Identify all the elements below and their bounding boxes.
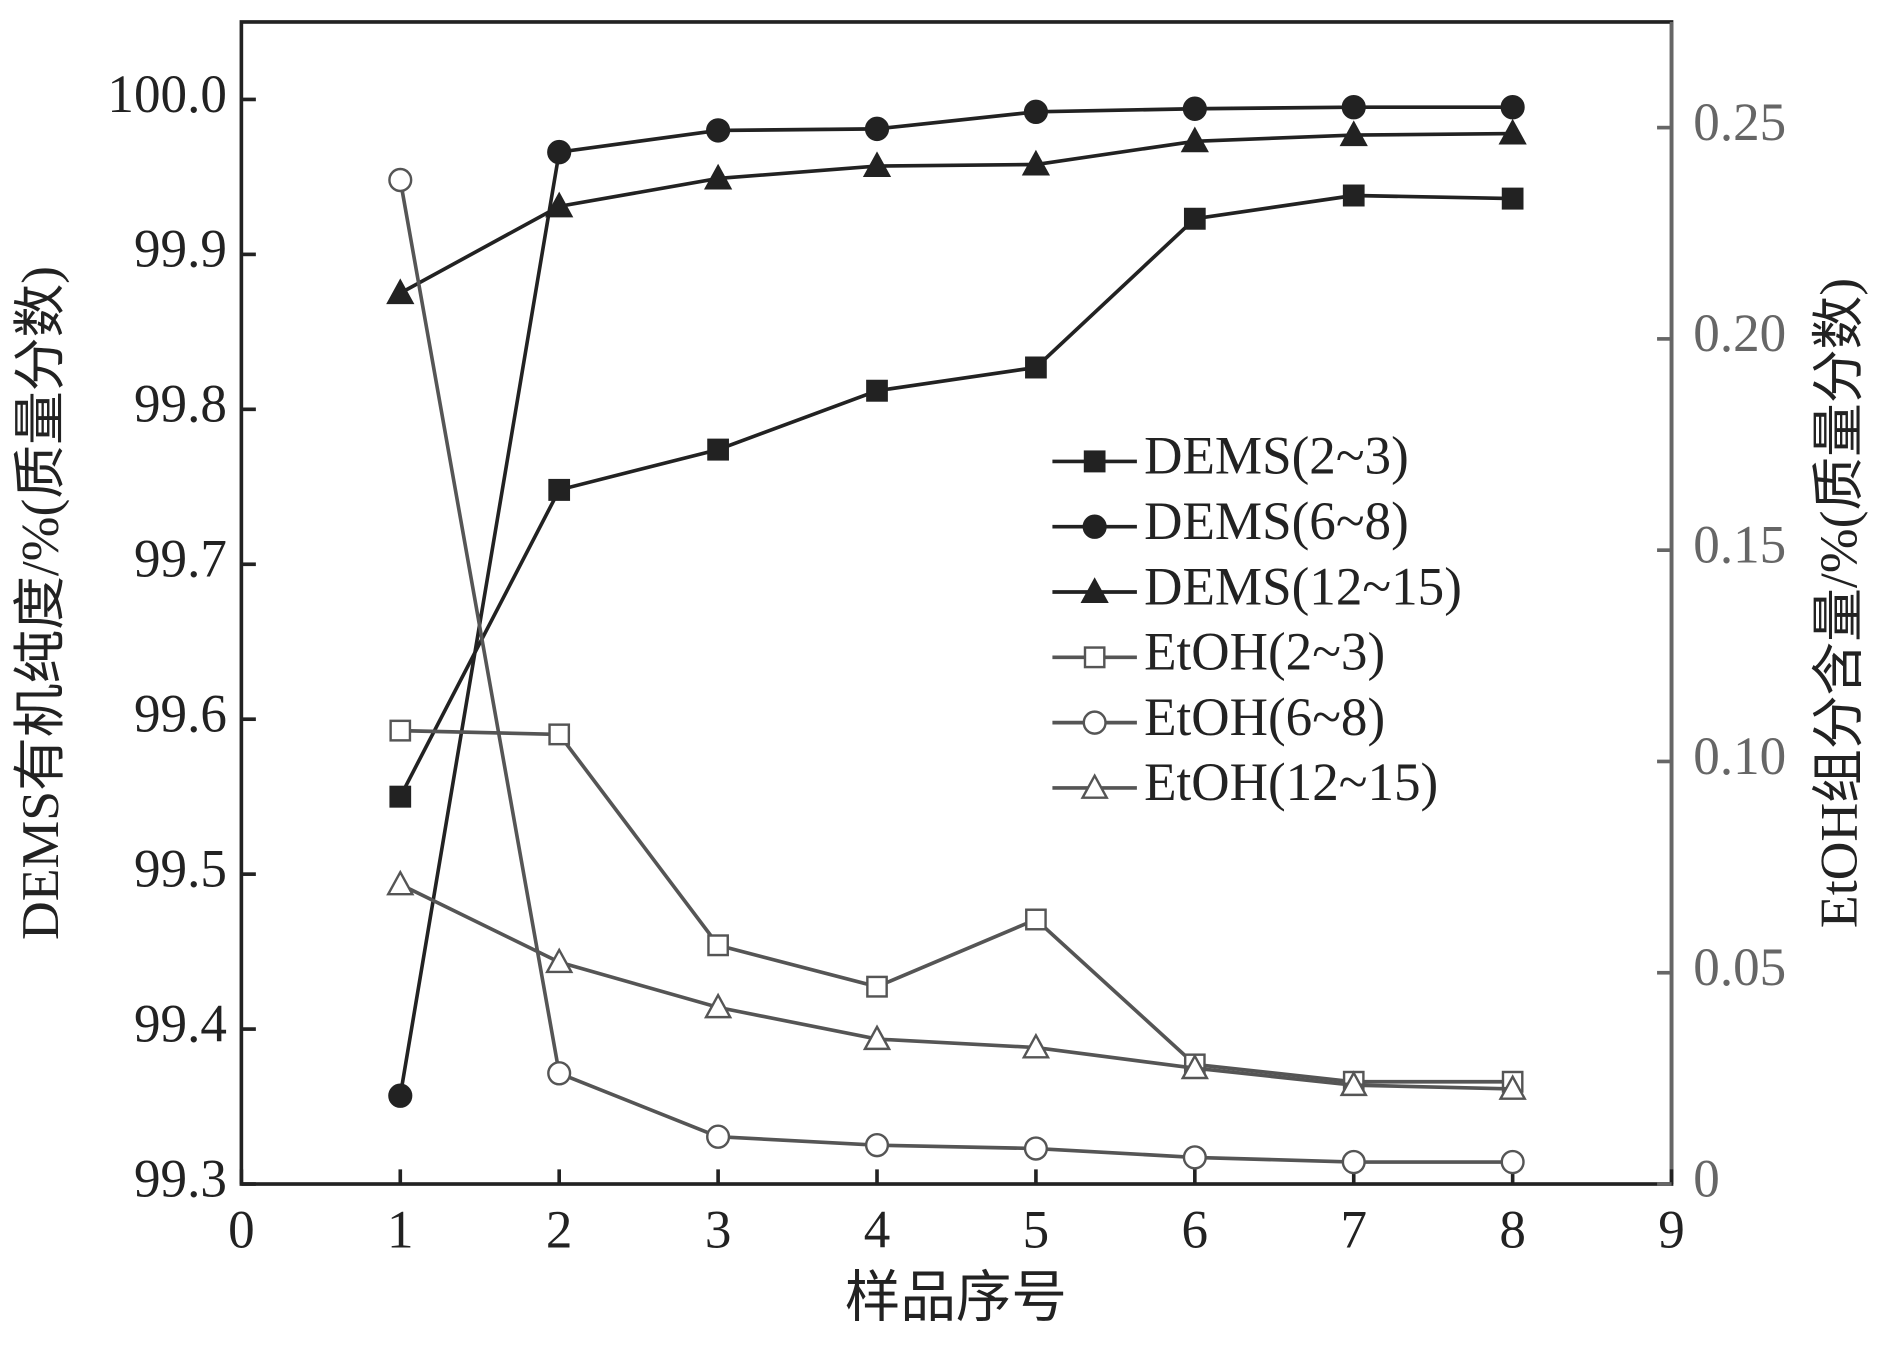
y-tick-label: 99.9	[134, 218, 227, 278]
marker	[1498, 118, 1527, 145]
y2-tick-label: 0.20	[1693, 303, 1786, 363]
legend-label: EtOH(12~15)	[1144, 752, 1438, 812]
marker	[386, 869, 415, 896]
y-tick-label: 100.0	[107, 63, 226, 123]
marker	[1023, 99, 1048, 125]
marker	[389, 785, 412, 808]
marker	[1183, 207, 1206, 230]
x-tick-label: 0	[228, 1199, 255, 1259]
marker	[1342, 184, 1365, 207]
legend-marker	[1080, 577, 1109, 603]
y-axis-title: DEMS有机纯度/%(质量分数)	[10, 266, 70, 940]
x-tick-label: 2	[546, 1199, 573, 1259]
x-tick-label: 7	[1340, 1199, 1367, 1259]
x-tick-label: 4	[864, 1199, 891, 1259]
series-line	[398, 179, 1513, 1164]
marker	[1180, 1053, 1209, 1080]
y2-tick-label: 0	[1693, 1148, 1720, 1208]
marker	[1021, 149, 1051, 176]
x-tick-label: 1	[387, 1199, 414, 1259]
y-tick-label: 99.4	[134, 993, 227, 1053]
marker	[1341, 1149, 1366, 1175]
marker	[545, 947, 574, 974]
y2-axis-title: EtOH组分含量/%(质量分数)	[1809, 278, 1869, 928]
x-tick-label: 6	[1182, 1199, 1209, 1259]
marker	[545, 191, 574, 218]
marker	[864, 1132, 890, 1158]
legend-label: DEMS(2~3)	[1144, 425, 1409, 485]
marker	[1021, 1032, 1051, 1059]
marker	[1180, 126, 1209, 153]
marker	[1498, 1074, 1527, 1100]
legend-label: EtOH(6~8)	[1144, 687, 1385, 747]
marker	[864, 116, 890, 142]
y2-tick-label: 0.25	[1693, 92, 1786, 152]
y-tick-label: 99.3	[134, 1148, 227, 1208]
marker	[388, 1083, 413, 1108]
marker	[1025, 908, 1047, 931]
legend-label: EtOH(2~3)	[1144, 621, 1385, 681]
marker	[386, 278, 415, 305]
legend-marker	[1083, 646, 1106, 669]
legend-marker	[1083, 450, 1106, 473]
marker	[1339, 1070, 1368, 1097]
y2-tick-label: 0.05	[1693, 937, 1786, 997]
marker	[547, 139, 572, 165]
marker	[1501, 187, 1524, 210]
y2-tick-label: 0.10	[1693, 726, 1786, 786]
x-axis-title: 样品序号	[845, 1267, 1067, 1329]
x-tick-label: 3	[705, 1199, 732, 1259]
marker	[1500, 1149, 1525, 1175]
marker	[1339, 120, 1368, 147]
y2-tick-label: 0.15	[1693, 514, 1786, 574]
marker	[1500, 94, 1525, 120]
legend-label: DEMS(6~8)	[1144, 491, 1409, 551]
series-line	[398, 193, 1513, 798]
x-tick-label: 8	[1499, 1199, 1526, 1259]
series-line	[398, 105, 1513, 1097]
series-line	[399, 882, 1513, 1091]
marker	[1023, 1136, 1048, 1161]
marker	[1182, 96, 1207, 121]
marker	[1182, 1145, 1207, 1170]
marker	[547, 1061, 572, 1086]
legend-marker	[1082, 514, 1107, 539]
legend-marker	[1082, 710, 1107, 735]
marker	[707, 438, 729, 461]
x-tick-label: 5	[1023, 1199, 1050, 1259]
y-tick-label: 99.8	[134, 373, 227, 433]
marker	[862, 1024, 892, 1051]
marker	[703, 992, 733, 1019]
marker	[389, 719, 412, 742]
legend-marker	[1080, 773, 1109, 799]
marker	[703, 163, 733, 190]
marker	[706, 118, 731, 143]
marker	[548, 723, 571, 746]
marker	[866, 975, 888, 998]
marker	[707, 934, 729, 957]
series-line	[400, 728, 1513, 1084]
marker	[706, 1124, 731, 1149]
marker	[1025, 356, 1047, 379]
marker	[862, 151, 892, 178]
marker	[388, 167, 413, 193]
marker	[548, 478, 571, 501]
y-tick-label: 99.5	[134, 838, 227, 898]
y-tick-label: 99.6	[134, 683, 227, 743]
marker	[1341, 94, 1366, 120]
legend-label: DEMS(12~15)	[1144, 556, 1462, 616]
series-line	[399, 131, 1513, 295]
x-tick-label: 9	[1658, 1199, 1685, 1259]
y-tick-label: 99.7	[134, 528, 227, 588]
marker	[866, 379, 888, 402]
